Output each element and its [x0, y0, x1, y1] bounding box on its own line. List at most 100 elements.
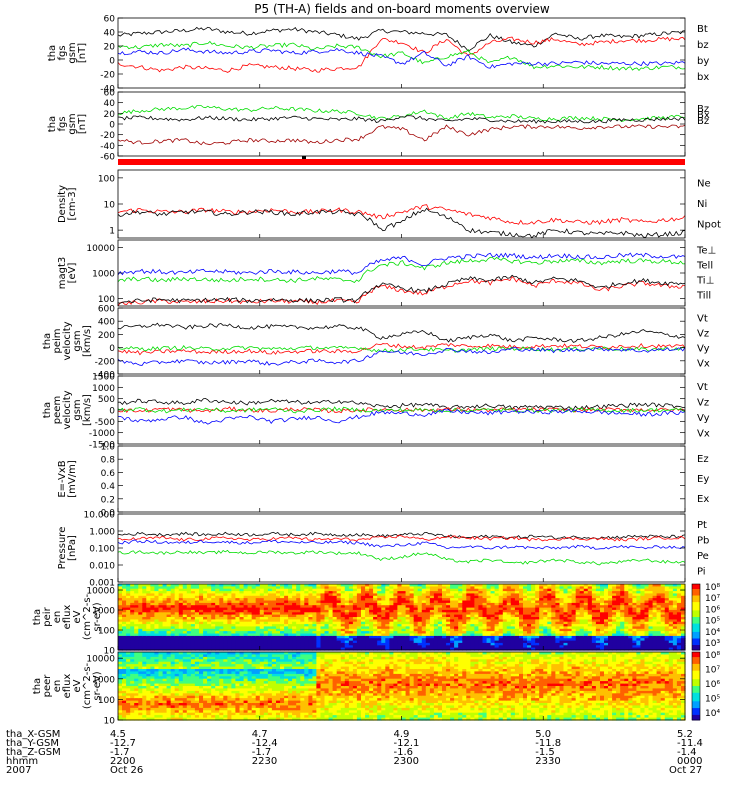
spectrogram-cell: [284, 619, 289, 623]
spectrogram-cell: [215, 605, 220, 609]
spectrogram-cell: [162, 715, 168, 719]
spectrogram-cell: [154, 659, 159, 663]
spectrogram-cell: [616, 624, 621, 628]
spectrogram-cell: [267, 591, 273, 595]
spectrogram-cell: [154, 609, 159, 613]
spectrogram-cell: [126, 688, 131, 692]
spectrogram-cell: [170, 626, 176, 630]
spectrogram-cell: [324, 624, 330, 628]
spectrogram-cell: [203, 642, 208, 646]
spectrogram-cell: [223, 607, 228, 611]
spectrogram-cell: [340, 595, 346, 599]
spectrogram-cell: [199, 659, 204, 663]
spectrogram-cell: [122, 588, 127, 592]
spectrogram-cell: [567, 640, 573, 644]
spectrogram-cell: [632, 598, 637, 602]
spectrogram-cell: [381, 593, 386, 597]
spectrogram-cell: [182, 666, 188, 670]
spectrogram-cell: [660, 624, 666, 628]
spectrogram-cell: [393, 624, 398, 628]
spectrogram-cell: [178, 710, 184, 714]
spectrogram-cell: [292, 600, 297, 604]
spectrogram-cell: [446, 626, 451, 630]
spectrogram-cell: [555, 593, 560, 597]
spectrogram-cell: [595, 600, 601, 604]
spectrogram-cell: [207, 681, 212, 685]
spectrogram-cell: [170, 640, 176, 644]
spectrogram-cell: [352, 633, 358, 637]
spectrogram-cell: [300, 617, 305, 620]
spectrogram-cell: [138, 707, 143, 711]
spectrogram-cell: [344, 605, 350, 609]
spectrogram-cell: [263, 631, 269, 635]
spectrogram-cell: [437, 626, 443, 630]
spectrogram-cell: [142, 591, 147, 595]
spectrogram-cell: [239, 640, 245, 644]
spectrogram-cell: [425, 607, 431, 611]
spectrogram-cell: [640, 595, 645, 599]
spectrogram-cell: [660, 588, 666, 592]
spectrogram-cell: [118, 661, 123, 665]
spectrogram-cell: [158, 652, 164, 655]
spectrogram-cell: [458, 609, 463, 613]
spectrogram-cell: [433, 602, 439, 606]
spectrogram-cell: [668, 631, 674, 635]
spectrogram-cell: [150, 695, 155, 699]
spectrogram-cell: [263, 586, 269, 590]
spectrogram-cell: [308, 598, 313, 602]
spectrogram-cell: [636, 647, 641, 651]
spectrogram-cell: [312, 617, 317, 620]
spectrogram-cell: [203, 669, 208, 672]
spectrogram-cell: [458, 619, 463, 623]
spectrogram-cell: [304, 631, 309, 635]
spectrogram-cell: [126, 584, 131, 587]
spectrogram-cell: [519, 645, 524, 649]
spectrogram-cell: [199, 598, 204, 602]
spectrogram-cell: [498, 617, 504, 620]
spectrogram-cell: [563, 600, 569, 604]
spectrogram-cell: [470, 591, 475, 595]
spectrogram-cell: [547, 598, 552, 602]
spectrogram-cell: [616, 593, 621, 597]
spectrogram-cell: [486, 621, 492, 625]
spectrogram-cell: [535, 631, 540, 635]
spectrogram-cell: [478, 617, 483, 620]
spectrogram-cell: [178, 584, 184, 587]
spectrogram-cell: [211, 664, 216, 668]
spectrogram-cell: [166, 609, 172, 613]
spectrogram-cell: [134, 661, 139, 665]
spectrogram-cell: [154, 584, 159, 587]
spectrogram-cell: [259, 638, 265, 642]
spectrogram-cell: [247, 609, 253, 613]
spectrogram-cell: [227, 638, 232, 642]
spectrogram-cell: [348, 588, 354, 592]
spectrogram-cell: [190, 642, 196, 646]
spectrogram-cell: [413, 621, 419, 625]
spectrogram-cell: [186, 588, 192, 592]
spectrogram-cell: [336, 621, 342, 625]
spectrogram-cell: [397, 595, 402, 599]
spectrogram-cell: [498, 626, 504, 630]
spectrogram-cell: [405, 612, 411, 616]
spectrogram-cell: [227, 626, 232, 630]
spectrogram-cell: [539, 638, 544, 642]
spectrogram-cell: [190, 654, 196, 658]
spectrogram-cell: [446, 593, 451, 597]
spectrogram-cell: [178, 624, 184, 628]
spectrogram-cell: [324, 614, 330, 618]
spectrogram-cell: [130, 683, 135, 687]
spectrogram-cell: [583, 607, 589, 611]
spectrogram-cell: [134, 617, 139, 620]
spectrogram-cell: [122, 698, 127, 702]
spectrogram-cell: [130, 686, 135, 689]
spectrogram-cell: [506, 605, 512, 609]
spectrogram-cell: [284, 598, 289, 602]
spectrogram-cell: [194, 652, 200, 655]
spectrogram-cell: [190, 688, 196, 692]
spectrogram-cell: [130, 605, 135, 609]
spectrogram-cell: [308, 645, 313, 649]
spectrogram-cell: [498, 586, 504, 590]
spectrogram-cell: [551, 645, 556, 649]
spectrogram-cell: [494, 588, 500, 592]
spectrogram-cell: [681, 586, 686, 590]
